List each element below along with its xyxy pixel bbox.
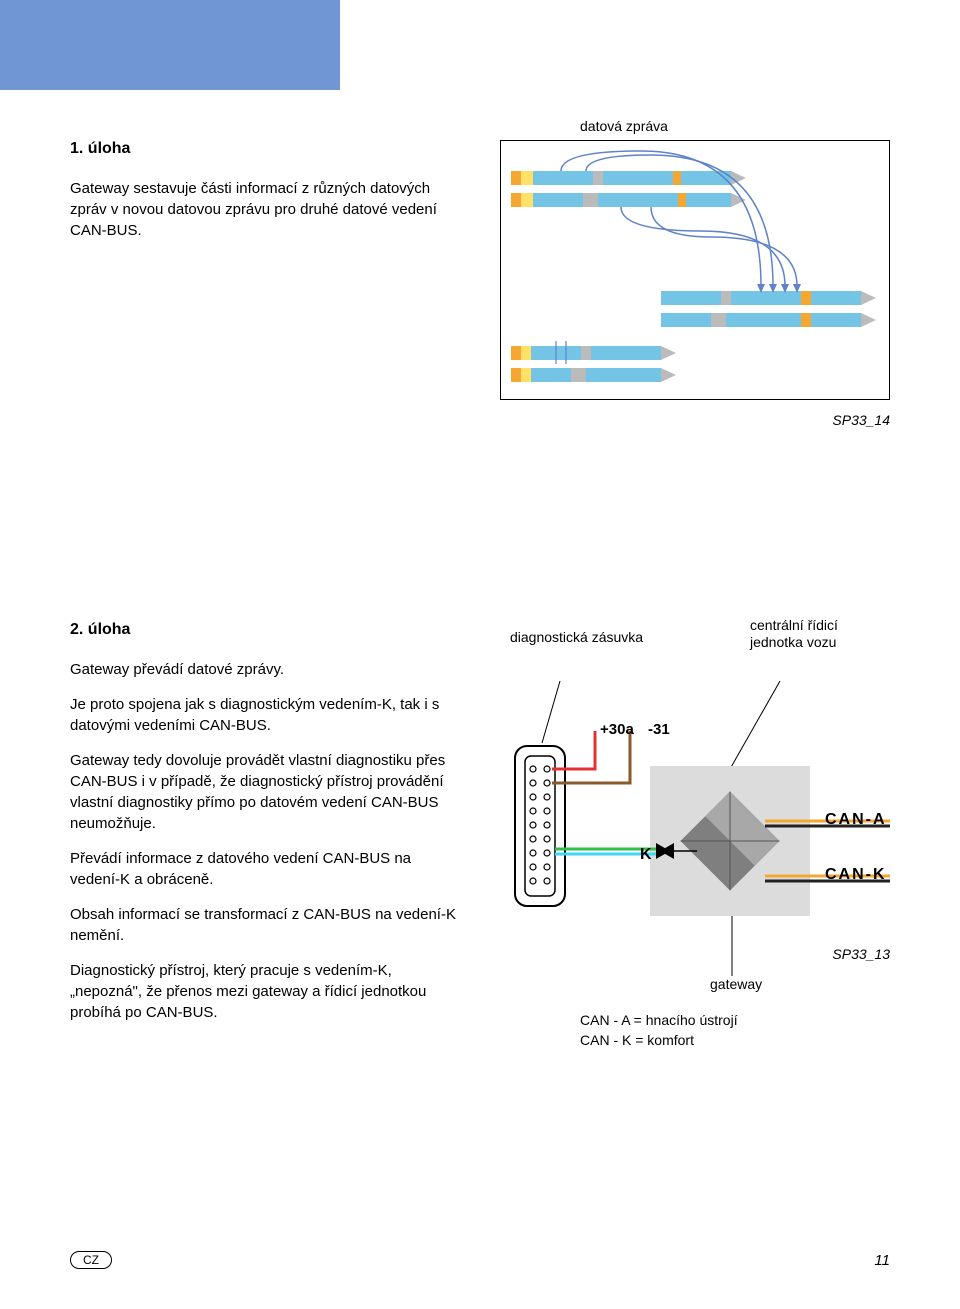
label-plus30a: +30a xyxy=(600,721,634,738)
label-can-a: CAN-A xyxy=(825,811,887,829)
footer-country-code: CZ xyxy=(70,1251,112,1269)
task-1-title: 1. úloha xyxy=(70,140,465,158)
task-2-p6: Diagnostický přístroj, který pracuje s v… xyxy=(70,960,465,1023)
diagram-1 xyxy=(500,140,890,400)
legend-can-k: CAN - K = komfort xyxy=(580,1031,738,1051)
diagram-1-svg xyxy=(501,141,891,401)
task-2-section: 2. úloha Gateway převádí datové zprávy. … xyxy=(70,621,890,1023)
label-central-unit: centrální řídicí jednotka vozu xyxy=(750,617,838,651)
diagram-1-wrap: datová zpráva xyxy=(500,140,890,400)
task-2-p1: Gateway převádí datové zprávy. xyxy=(70,659,465,680)
task-2-p3: Gateway tedy dovoluje provádět vlastní d… xyxy=(70,750,465,834)
diagram-1-label: datová zpráva xyxy=(580,118,668,134)
task-2-p4: Převádí informace z datového vedení CAN-… xyxy=(70,848,465,890)
label-diagnostic-socket: diagnostická zásuvka xyxy=(510,629,643,645)
diagram-1-caption: SP33_14 xyxy=(832,412,890,428)
label-gateway: gateway xyxy=(710,976,762,992)
footer-page-number: 11 xyxy=(874,1252,890,1269)
legend-can-a: CAN - A = hnacího ústrojí xyxy=(580,1011,738,1031)
page-content: 1. úloha Gateway sestavuje části informa… xyxy=(70,140,890,1037)
label-minus31: -31 xyxy=(648,721,670,738)
task-2-title: 2. úloha xyxy=(70,621,465,639)
diagram-2-caption: SP33_13 xyxy=(832,946,890,962)
label-k-line: K xyxy=(640,846,652,864)
task-1-paragraph: Gateway sestavuje části informací z různ… xyxy=(70,178,465,241)
diagram-2-legend: CAN - A = hnacího ústrojí CAN - K = komf… xyxy=(580,1011,738,1050)
header-accent-bar xyxy=(0,0,340,90)
label-can-k: CAN-K xyxy=(825,866,887,884)
diagram-2-wrap: diagnostická zásuvka centrální řídicí je… xyxy=(500,621,890,1056)
task-2-p5: Obsah informací se transformací z CAN-BU… xyxy=(70,904,465,946)
task-1-section: 1. úloha Gateway sestavuje části informa… xyxy=(70,140,890,241)
diagram-2: +30a -31 K CAN-A CAN-K gateway SP33_13 C… xyxy=(500,681,890,1056)
task-2-p2: Je proto spojena jak s diagnostickým ved… xyxy=(70,694,465,736)
